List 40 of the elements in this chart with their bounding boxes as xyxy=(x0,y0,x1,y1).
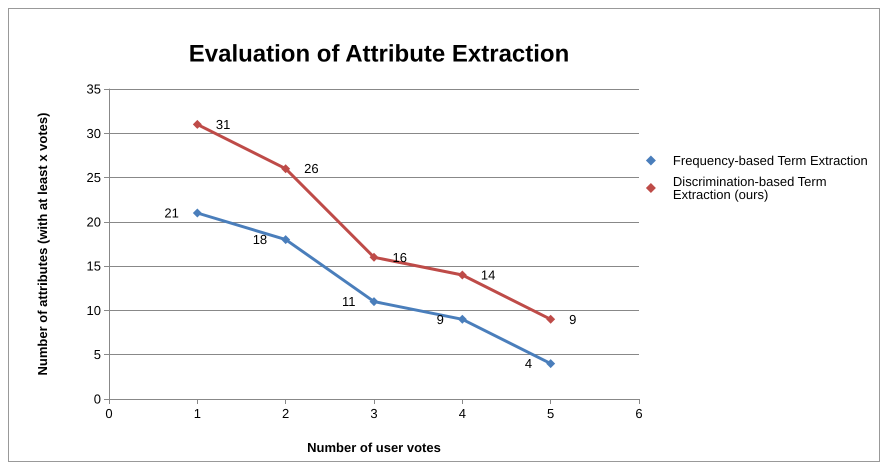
legend-label: Frequency-based Term Extraction xyxy=(672,153,868,168)
x-tick-label: 2 xyxy=(282,406,290,421)
x-tick-label: 1 xyxy=(194,406,201,421)
point xyxy=(458,270,467,280)
chart-title: Evaluation of Attribute Extraction xyxy=(188,40,570,68)
x-tick-label: 4 xyxy=(458,406,466,421)
data-label: 11 xyxy=(342,294,356,310)
point xyxy=(281,235,290,244)
point xyxy=(458,314,467,324)
data-label: 16 xyxy=(392,250,407,265)
y-tick-label: 10 xyxy=(86,302,101,318)
point xyxy=(546,359,556,368)
point xyxy=(192,208,202,218)
data-label: 26 xyxy=(304,161,319,176)
data-label: 31 xyxy=(216,116,230,132)
point xyxy=(546,314,556,324)
y-tick-label: 20 xyxy=(86,214,101,230)
data-label: 14 xyxy=(480,268,496,282)
data-label: 21 xyxy=(164,206,179,220)
y-tick-label: 25 xyxy=(86,170,101,186)
point xyxy=(370,297,378,306)
x-tick-label: 6 xyxy=(635,406,643,421)
y-tick-label: 15 xyxy=(86,258,101,274)
data-label: 4 xyxy=(524,356,532,372)
data-label: 18 xyxy=(252,232,268,248)
x-axis-title: Number of user votes xyxy=(307,440,441,455)
x-tick-label: 3 xyxy=(370,406,378,421)
point xyxy=(192,120,202,129)
point xyxy=(370,252,378,262)
y-tick-label: 0 xyxy=(94,392,101,406)
point xyxy=(281,164,290,174)
y-tick-label: 5 xyxy=(94,347,101,362)
x-tick-label: 5 xyxy=(547,406,554,421)
y-tick-label: 35 xyxy=(86,82,101,96)
y-axis-title: Number of attributes (with at least x votes) xyxy=(35,112,50,376)
data-label: 9 xyxy=(436,312,444,327)
data-label: 9 xyxy=(569,312,576,327)
y-tick-label: 30 xyxy=(86,126,101,141)
legend-label: Discrimination-based Term Extraction (ours) xyxy=(672,174,830,202)
x-tick-label: 0 xyxy=(105,406,113,421)
